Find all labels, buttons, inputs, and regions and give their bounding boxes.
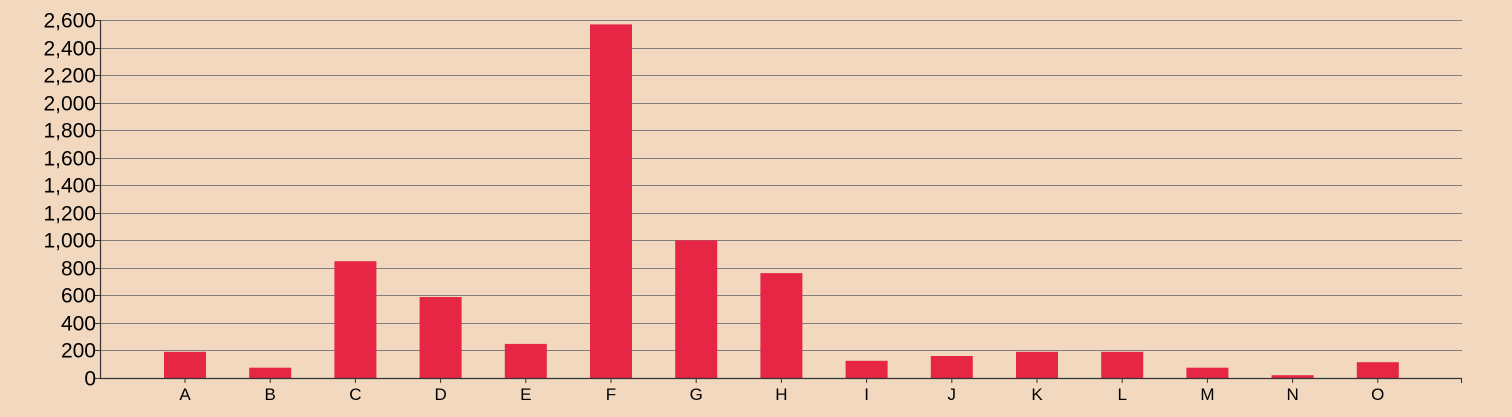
y-tick-label-2600: 2,600 (43, 10, 96, 33)
y-tick-label-600: 600 (61, 285, 96, 308)
bar-G (675, 240, 718, 378)
x-tick-label-M: M (1200, 385, 1214, 404)
y-tick-label-200: 200 (61, 340, 96, 363)
x-tick-label-J: J (948, 385, 957, 404)
x-tick-label-O: O (1371, 385, 1384, 404)
y-tick-label-1000: 1,000 (43, 230, 96, 253)
bar-J (930, 356, 973, 378)
y-tick-label-2200: 2,200 (43, 65, 96, 88)
y-tick-label-1400: 1,400 (43, 175, 96, 198)
x-tick-label-I: I (864, 385, 869, 404)
bar-H (760, 273, 803, 378)
bar-A (164, 351, 206, 378)
axes (94, 20, 1462, 383)
x-tick-label-D: D (434, 385, 446, 404)
bars (164, 24, 1399, 379)
y-tick-label-1200: 1,200 (43, 203, 96, 226)
x-tick-label-A: A (179, 385, 191, 404)
x-tick-label-L: L (1117, 385, 1126, 404)
bar-O (1356, 362, 1399, 378)
y-tick-label-2000: 2,000 (43, 93, 96, 116)
y-tick-label-1800: 1,800 (43, 120, 96, 143)
y-tick-label-1600: 1,600 (43, 148, 96, 171)
bar-K (1016, 351, 1058, 378)
bar-C (334, 261, 377, 378)
bar-E (504, 343, 547, 378)
x-tick-label-K: K (1031, 385, 1043, 404)
x-tick-label-E: E (520, 385, 531, 404)
bar-M (1186, 367, 1229, 378)
y-tick-label-0: 0 (84, 368, 96, 391)
x-tick-label-N: N (1286, 385, 1298, 404)
y-tick-label-800: 800 (61, 258, 96, 281)
bar-B (249, 367, 292, 378)
bar-N (1271, 375, 1314, 378)
x-tick-label-H: H (775, 385, 787, 404)
x-tick-label-F: F (606, 385, 616, 404)
bar-I (845, 360, 888, 378)
x-tick-label-B: B (265, 385, 276, 404)
x-tick-label-C: C (349, 385, 361, 404)
bar-D (419, 297, 462, 378)
bar-L (1101, 351, 1144, 378)
y-tick-label-2400: 2,400 (43, 38, 96, 61)
gridlines (100, 20, 1462, 351)
bar-F (590, 24, 632, 379)
tick-labels: 0 200 400 600 800 1,000 1,200 1,400 1,600 1,800 2,… (43, 10, 1384, 405)
x-tick-label-G: G (690, 385, 703, 404)
y-tick-label-400: 400 (61, 313, 96, 336)
